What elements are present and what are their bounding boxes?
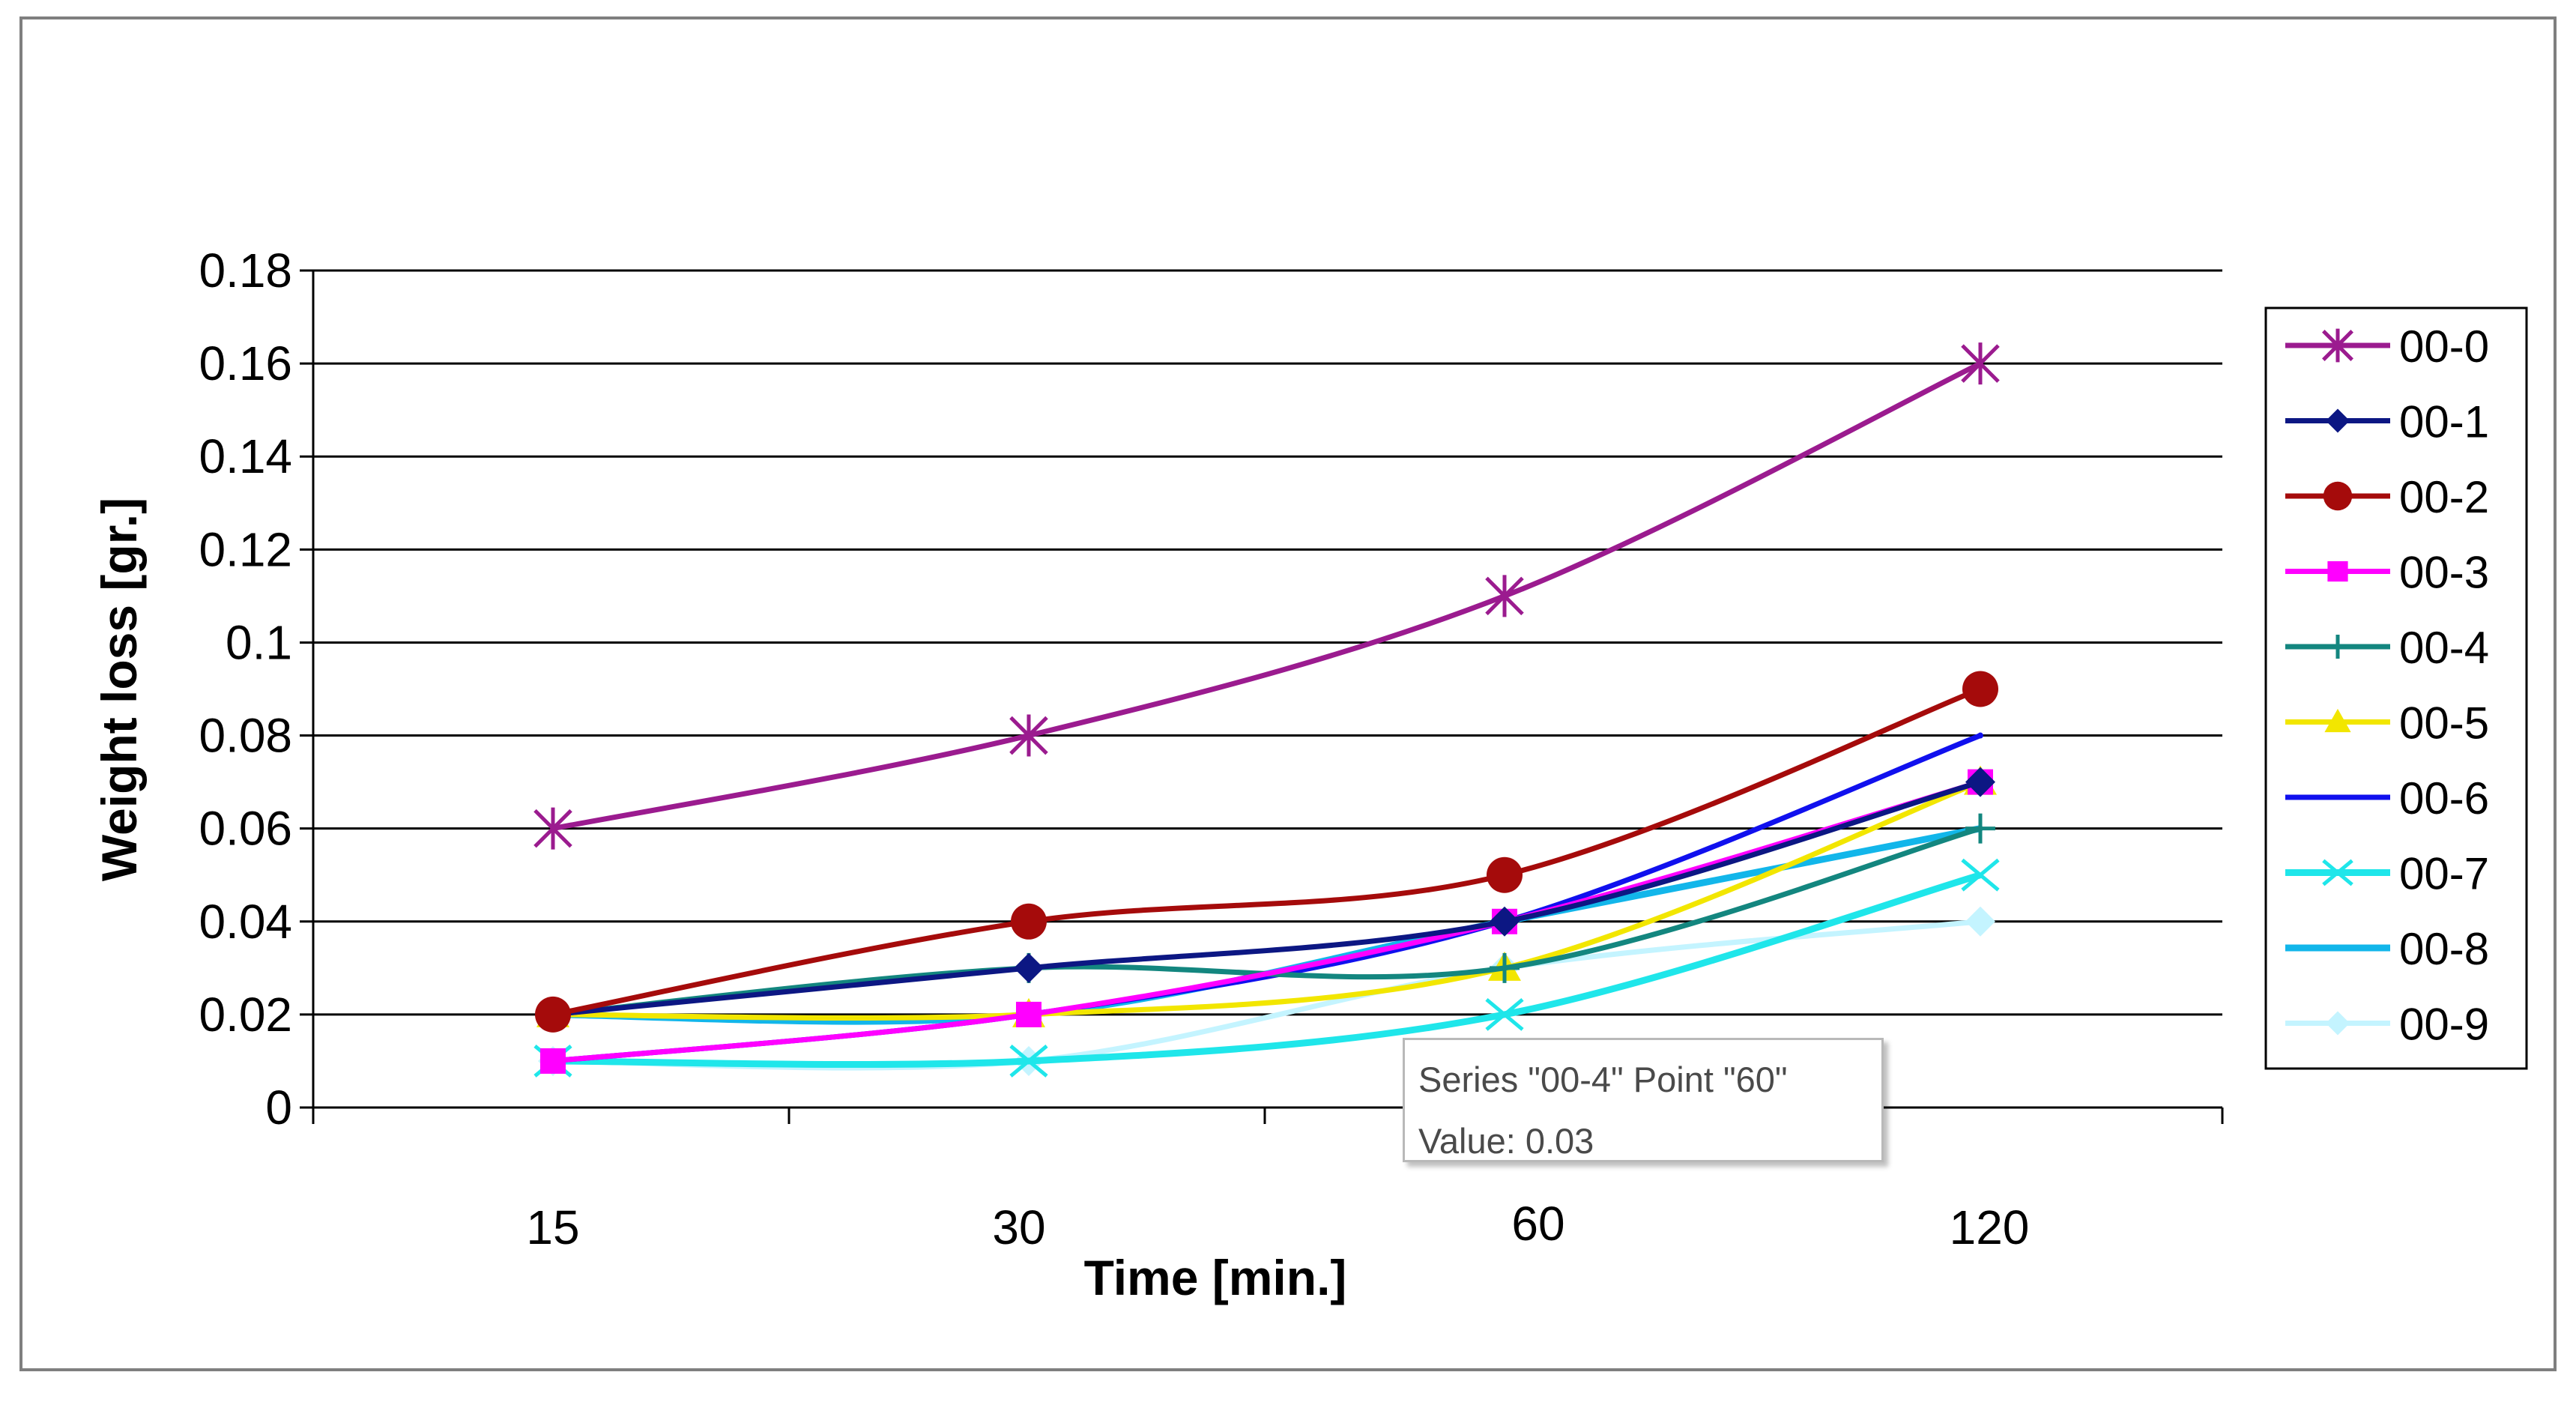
- y-tick-label: 0.06: [199, 802, 292, 856]
- data-point: [1961, 858, 2000, 892]
- marker: [533, 807, 572, 850]
- marker: [2326, 1011, 2350, 1036]
- series-line: [552, 871, 1982, 1069]
- data-point: [1490, 906, 1520, 937]
- legend-item: 00-9: [2285, 1000, 2489, 1050]
- marker: [2322, 859, 2353, 886]
- data-point: [533, 807, 572, 850]
- marker: [2324, 708, 2351, 733]
- tooltip-series-point: Series "00-4" Point "60": [1418, 1060, 1788, 1099]
- data-point-tooltip: Series "00-4" Point "60" Value: 0.03: [1403, 1038, 1884, 1162]
- data-point: [1962, 671, 1998, 707]
- y-tick-label: 0.16: [199, 336, 292, 390]
- data-point: [1009, 1045, 1048, 1078]
- y-tick-label: 0.14: [199, 429, 292, 483]
- y-tick-label: 0: [265, 1081, 292, 1134]
- data-point: [1977, 732, 1983, 739]
- legend-item: 00-7: [2285, 849, 2489, 899]
- marker: [1487, 856, 1523, 893]
- marker: [1009, 714, 1048, 757]
- legend-item: 00-0: [2285, 321, 2489, 372]
- marker: [540, 1048, 566, 1074]
- legend-label: 00-6: [2399, 773, 2489, 824]
- data-point: [1965, 906, 1995, 937]
- marker: [1977, 732, 1983, 739]
- y-tick-label: 0.18: [199, 244, 292, 297]
- y-tick-label: 0.1: [226, 615, 292, 669]
- marker: [1965, 767, 1995, 797]
- series-00-0: [533, 342, 2000, 850]
- data-point: [1487, 856, 1523, 893]
- marker: [2323, 481, 2353, 511]
- legend-item: 00-8: [2285, 924, 2489, 974]
- y-tick-label: 0.02: [199, 988, 292, 1042]
- marker: [1485, 575, 1524, 617]
- marker: [2322, 328, 2353, 363]
- legend-item: 00-4: [2285, 623, 2489, 673]
- legend-item: 00-1: [2285, 397, 2489, 447]
- data-point: [1011, 903, 1047, 940]
- x-tick-label: 60: [1511, 1197, 1564, 1251]
- series-line: [552, 779, 1982, 1021]
- data-point: [1965, 813, 1995, 844]
- y-axis-title: Weight loss [gr.]: [91, 498, 147, 881]
- data-point: [540, 1048, 566, 1074]
- y-tick-label: 0.04: [199, 895, 292, 949]
- legend-item: 00-2: [2285, 472, 2489, 522]
- data-point: [1485, 575, 1524, 617]
- marker: [2326, 408, 2350, 433]
- marker: [1011, 903, 1047, 940]
- y-tick-label: 0.12: [199, 522, 292, 576]
- marker: [1965, 906, 1995, 937]
- marker: [2326, 635, 2350, 659]
- series-line: [552, 686, 1982, 1018]
- legend-label: 00-9: [2399, 1000, 2489, 1050]
- data-point: [535, 996, 571, 1033]
- legend-label: 00-4: [2399, 623, 2489, 673]
- marker: [1961, 858, 2000, 892]
- marker: [1965, 813, 1995, 844]
- x-tick-label: 120: [1950, 1200, 2030, 1254]
- marker: [535, 996, 571, 1033]
- data-point: [1965, 767, 1995, 797]
- legend: 00-0 00-1 00-2 00-3 00-4 00-5 00-6 00-7 00-8 00-9: [2264, 306, 2528, 1070]
- legend-label: 00-1: [2399, 397, 2489, 447]
- marker: [2327, 561, 2348, 582]
- legend-label: 00-8: [2399, 924, 2489, 974]
- series-line: [552, 779, 1981, 1018]
- x-tick-label: 30: [992, 1200, 1045, 1254]
- data-point: [1490, 952, 1520, 983]
- y-tick-label: 0.08: [199, 709, 292, 763]
- series-line: [552, 360, 1982, 832]
- marker: [1016, 1001, 1041, 1027]
- legend-label: 00-3: [2399, 548, 2489, 598]
- data-point: [1016, 1001, 1041, 1027]
- data-point: [1961, 342, 2000, 385]
- marker: [1961, 342, 2000, 385]
- x-axis-title: Time [min.]: [1084, 1250, 1347, 1305]
- marker: [1009, 1045, 1048, 1078]
- legend-item: 00-5: [2285, 698, 2489, 749]
- legend-label: 00-0: [2399, 321, 2489, 372]
- legend-item: 00-3: [2285, 548, 2489, 598]
- legend-label: 00-7: [2399, 849, 2489, 899]
- tooltip-value: Value: 0.03: [1418, 1121, 1594, 1161]
- legend-item: 00-6: [2285, 773, 2489, 824]
- data-point: [1009, 714, 1048, 757]
- marker: [1014, 952, 1044, 983]
- marker: [1490, 952, 1520, 983]
- series-00-2: [535, 671, 1998, 1033]
- data-point: [1014, 952, 1044, 983]
- marker: [1962, 671, 1998, 707]
- x-tick-label: 15: [526, 1200, 579, 1254]
- legend-box: [2264, 306, 2528, 1070]
- legend-label: 00-2: [2399, 472, 2489, 522]
- legend-label: 00-5: [2399, 698, 2489, 749]
- marker: [1490, 906, 1520, 937]
- marker: [1485, 997, 1524, 1031]
- data-point: [1485, 997, 1524, 1031]
- chart-frame: [19, 16, 2557, 1371]
- series-line: [552, 779, 1981, 1064]
